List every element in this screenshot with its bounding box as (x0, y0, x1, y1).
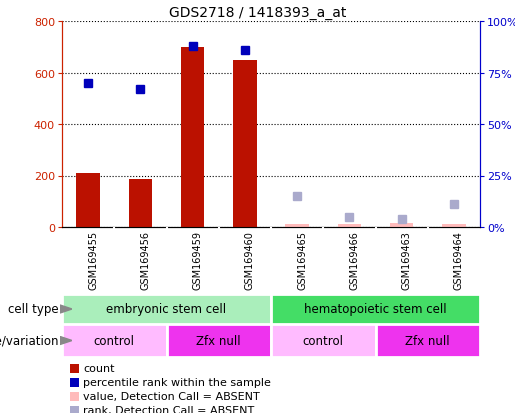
Bar (129, 180, 152, 228)
Bar (271, 294, 480, 324)
Bar (375, 324, 480, 357)
Bar (442, 225, 466, 228)
Text: rank, Detection Call = ABSENT: rank, Detection Call = ABSENT (83, 406, 254, 413)
Text: Zfx null: Zfx null (196, 334, 241, 347)
Text: GSM169463: GSM169463 (402, 231, 411, 290)
Bar (76, 173, 100, 228)
Bar (338, 225, 361, 228)
Text: count: count (83, 363, 114, 374)
Text: GDS2718 / 1418393_a_at: GDS2718 / 1418393_a_at (169, 6, 346, 20)
Text: GSM169459: GSM169459 (193, 231, 202, 290)
Polygon shape (60, 337, 72, 345)
Text: Zfx null: Zfx null (405, 334, 450, 347)
Bar (62, 294, 271, 324)
Text: GSM169456: GSM169456 (141, 231, 150, 290)
Bar (390, 223, 414, 228)
Text: cell type: cell type (8, 303, 59, 316)
Text: value, Detection Call = ABSENT: value, Detection Call = ABSENT (83, 392, 260, 401)
Bar (62, 324, 166, 357)
Text: control: control (303, 334, 344, 347)
Bar (181, 47, 204, 228)
Polygon shape (60, 305, 72, 313)
Bar (166, 324, 271, 357)
Text: GSM169465: GSM169465 (297, 231, 307, 290)
Text: GSM169464: GSM169464 (454, 231, 464, 290)
Text: GSM169466: GSM169466 (349, 231, 359, 290)
Text: genotype/variation: genotype/variation (0, 334, 59, 347)
Text: control: control (94, 334, 135, 347)
Text: percentile rank within the sample: percentile rank within the sample (83, 377, 271, 387)
Bar (233, 60, 256, 228)
Bar (271, 324, 375, 357)
Text: GSM169455: GSM169455 (88, 231, 98, 290)
Text: hematopoietic stem cell: hematopoietic stem cell (304, 303, 447, 316)
Bar (285, 225, 309, 228)
Text: GSM169460: GSM169460 (245, 231, 255, 290)
Text: embryonic stem cell: embryonic stem cell (107, 303, 227, 316)
